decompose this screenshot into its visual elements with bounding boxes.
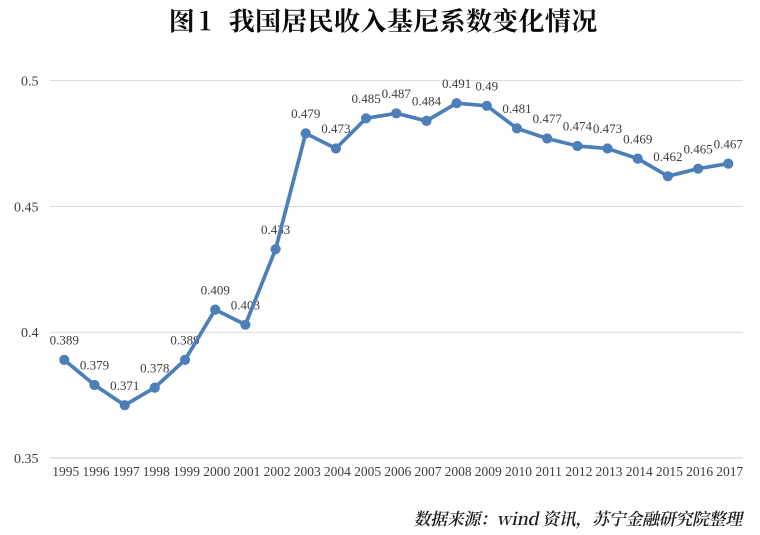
svg-text:2015: 2015 — [656, 464, 683, 479]
svg-text:2012: 2012 — [565, 464, 592, 479]
svg-text:0.4: 0.4 — [21, 326, 39, 341]
svg-text:1997: 1997 — [113, 464, 140, 479]
svg-text:2009: 2009 — [475, 464, 502, 479]
svg-text:0.467: 0.467 — [714, 136, 744, 151]
svg-text:0.465: 0.465 — [683, 141, 712, 156]
svg-text:2014: 2014 — [626, 464, 653, 479]
svg-text:0.473: 0.473 — [321, 121, 350, 136]
svg-text:2002: 2002 — [264, 464, 291, 479]
svg-text:2016: 2016 — [686, 464, 713, 479]
svg-text:0.491: 0.491 — [442, 76, 471, 91]
svg-text:0.479: 0.479 — [291, 106, 320, 121]
svg-text:2008: 2008 — [445, 464, 472, 479]
svg-text:0.462: 0.462 — [653, 149, 682, 164]
svg-text:2005: 2005 — [354, 464, 381, 479]
svg-text:2007: 2007 — [415, 464, 442, 479]
svg-text:0.35: 0.35 — [14, 452, 39, 467]
svg-text:0.433: 0.433 — [261, 222, 290, 237]
svg-text:0.45: 0.45 — [14, 200, 39, 215]
svg-text:0.389: 0.389 — [170, 333, 199, 348]
svg-text:0.409: 0.409 — [201, 282, 230, 297]
svg-text:0.474: 0.474 — [563, 119, 593, 134]
svg-text:2010: 2010 — [505, 464, 532, 479]
svg-text:2001: 2001 — [233, 464, 260, 479]
svg-text:0.49: 0.49 — [475, 79, 498, 94]
svg-text:0.379: 0.379 — [80, 358, 109, 373]
svg-text:2017: 2017 — [716, 464, 743, 479]
svg-text:2004: 2004 — [324, 464, 351, 479]
svg-text:0.389: 0.389 — [50, 333, 79, 348]
svg-text:0.378: 0.378 — [140, 360, 169, 375]
svg-text:1995: 1995 — [52, 464, 79, 479]
svg-text:2013: 2013 — [596, 464, 623, 479]
svg-text:2006: 2006 — [384, 464, 411, 479]
svg-text:2011: 2011 — [535, 464, 562, 479]
svg-text:0.487: 0.487 — [382, 86, 412, 101]
svg-text:1996: 1996 — [83, 464, 110, 479]
svg-text:0.5: 0.5 — [21, 75, 39, 90]
svg-text:0.477: 0.477 — [533, 111, 563, 126]
svg-text:0.481: 0.481 — [502, 101, 531, 116]
svg-text:1999: 1999 — [173, 464, 200, 479]
svg-text:0.484: 0.484 — [412, 94, 442, 109]
svg-text:1998: 1998 — [143, 464, 170, 479]
svg-text:0.469: 0.469 — [623, 131, 652, 146]
svg-text:0.485: 0.485 — [351, 91, 380, 106]
svg-text:0.371: 0.371 — [110, 378, 139, 393]
svg-text:0.473: 0.473 — [593, 121, 622, 136]
svg-text:2003: 2003 — [294, 464, 321, 479]
svg-text:2000: 2000 — [203, 464, 230, 479]
